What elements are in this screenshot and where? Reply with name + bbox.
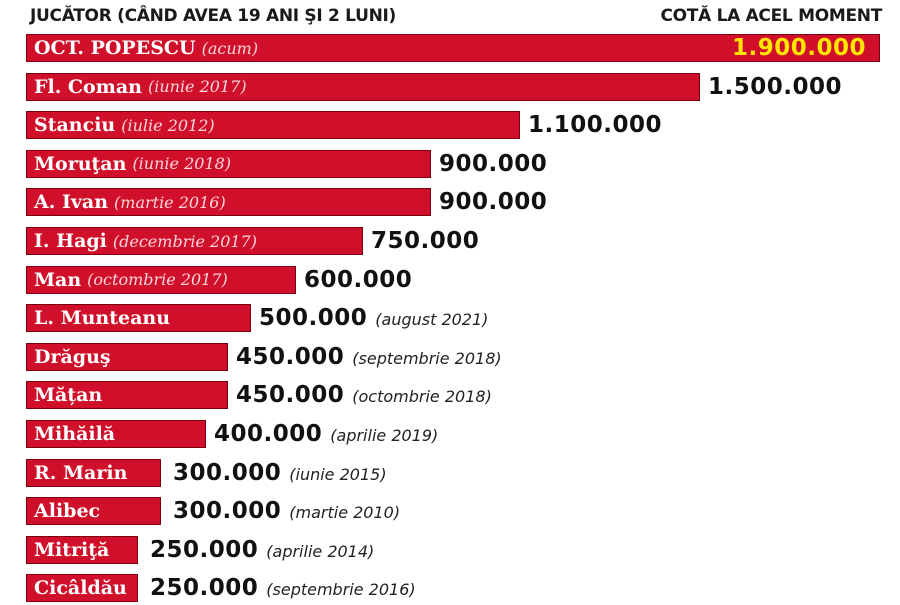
value-label: 250.000 (aprilie 2014) — [150, 535, 374, 567]
bar-row: OCT. POPESCU (acum) 1.900.000 — [0, 32, 900, 64]
player-name: I. Hagi — [34, 230, 107, 252]
bar-row: Cicâldău 250.000 (septembrie 2016) — [0, 572, 900, 604]
value-date: (aprilie 2019) — [330, 426, 439, 445]
player-name: Drăguş — [34, 345, 111, 368]
value-text: 900.000 — [439, 189, 548, 216]
bar-row: A. Ivan (martie 2016) 900.000 — [0, 186, 900, 218]
bar-row: Alibec 300.000 (martie 2010) — [0, 495, 900, 527]
bar-row: Fl. Coman (iunie 2017) 1.500.000 — [0, 71, 900, 103]
value-text: 400.000 — [214, 421, 323, 447]
player-date: (decembrie 2017) — [112, 231, 257, 251]
value-date: (august 2021) — [375, 310, 489, 330]
value-text: 1.100.000 — [528, 112, 662, 139]
value-label: 1.100.000 — [528, 110, 662, 140]
value-text: 600.000 — [304, 266, 413, 293]
value-label: 1.500.000 — [708, 72, 842, 102]
value-text: 300.000 — [173, 498, 282, 525]
bar-row: Drăguş 450.000 (septembrie 2018) — [0, 341, 900, 373]
value-date: (septembrie 2016) — [266, 580, 416, 600]
value-label: 450.000 (septembrie 2018) — [236, 342, 502, 374]
bar: Fl. Coman (iunie 2017) — [26, 72, 700, 101]
player-name: Mihăilă — [34, 423, 116, 445]
value-date: (octombrie 2018) — [352, 387, 492, 407]
value-text: 250.000 — [150, 575, 259, 602]
bar-row: Mățan 450.000 (octombrie 2018) — [0, 379, 900, 411]
value-label: 900.000 — [439, 149, 547, 179]
player-name: Stanciu — [34, 114, 116, 137]
value-label: 750.000 — [371, 226, 479, 256]
player-name: Moruţan — [34, 152, 127, 175]
bar: Mihăilă — [26, 420, 206, 448]
player-name: OCT. POPESCU — [34, 37, 196, 59]
player-name: Mitriţă — [34, 538, 110, 561]
player-name: Fl. Coman — [34, 75, 142, 98]
bar: L. Munteanu — [26, 304, 251, 333]
bar-row: Moruţan (iunie 2018) 900.000 — [0, 148, 900, 180]
bar: Stanciu (iulie 2012) — [26, 111, 520, 140]
player-name: Alibec — [34, 500, 101, 523]
player-date: (martie 2016) — [114, 192, 226, 212]
value-date: (aprilie 2014) — [266, 541, 375, 561]
value-label: 400.000 (aprilie 2019) — [214, 419, 438, 451]
bar: Mitriţă — [26, 535, 138, 564]
value-text: 250.000 — [150, 536, 259, 563]
player-date: (octombrie 2017) — [87, 270, 228, 290]
player-date: (iulie 2012) — [121, 115, 215, 135]
player-date: (iunie 2018) — [132, 154, 232, 174]
value-text: 750.000 — [371, 228, 480, 254]
header-player-label: JUCĂTOR (CÂND AVEA 19 ANI ŞI 2 LUNI) — [30, 6, 396, 26]
value-date: (iunie 2015) — [289, 464, 387, 484]
bar-row: Mitriţă 250.000 (aprilie 2014) — [0, 534, 900, 566]
value-label: 500.000 (august 2021) — [259, 303, 488, 335]
value-text: 900.000 — [439, 150, 548, 177]
value-text: 450.000 — [236, 382, 345, 409]
bar-row: L. Munteanu 500.000 (august 2021) — [0, 302, 900, 334]
bar: A. Ivan (martie 2016) — [26, 188, 431, 217]
bar: Alibec — [26, 497, 161, 526]
bar: Cicâldău — [26, 574, 138, 603]
player-name: R. Marin — [34, 461, 128, 484]
value-text: 1.500.000 — [708, 73, 842, 100]
value-label: 1.900.000 — [732, 33, 866, 63]
value-text: 1.900.000 — [732, 35, 866, 61]
bar-row: Man (octombrie 2017) 600.000 — [0, 264, 900, 296]
bar: R. Marin — [26, 458, 161, 487]
bar: OCT. POPESCU (acum) — [26, 34, 880, 62]
value-label: 300.000 (iunie 2015) — [173, 458, 387, 490]
value-text: 500.000 — [259, 305, 368, 332]
value-text: 450.000 — [236, 343, 345, 370]
value-label: 250.000 (septembrie 2016) — [150, 573, 416, 605]
player-name: L. Munteanu — [34, 307, 171, 330]
value-date: (septembrie 2018) — [352, 348, 502, 368]
player-date: (iunie 2017) — [147, 77, 247, 97]
value-text: 300.000 — [173, 459, 282, 486]
value-label: 900.000 — [439, 187, 547, 217]
player-name: A. Ivan — [34, 191, 109, 214]
value-label: 450.000 (octombrie 2018) — [236, 380, 492, 412]
value-date: (martie 2010) — [289, 503, 401, 523]
bar: Mățan — [26, 381, 228, 410]
player-name: Cicâldău — [34, 577, 127, 600]
player-name: Man — [34, 268, 82, 291]
player-name: Mățan — [34, 384, 103, 407]
bar-row: Mihăilă 400.000 (aprilie 2019) — [0, 418, 900, 450]
bar-row: Stanciu (iulie 2012) 1.100.000 — [0, 109, 900, 141]
value-label: 300.000 (martie 2010) — [173, 496, 400, 528]
bar: Man (octombrie 2017) — [26, 265, 296, 294]
player-date: (acum) — [201, 38, 259, 58]
bar-row: I. Hagi (decembrie 2017) 750.000 — [0, 225, 900, 257]
value-label: 600.000 — [304, 265, 412, 295]
bar: I. Hagi (decembrie 2017) — [26, 227, 363, 255]
bar: Drăguş — [26, 342, 228, 371]
bar-row: R. Marin 300.000 (iunie 2015) — [0, 457, 900, 489]
bar: Moruţan (iunie 2018) — [26, 149, 431, 178]
header-value-label: COTĂ LA ACEL MOMENT — [660, 6, 882, 26]
